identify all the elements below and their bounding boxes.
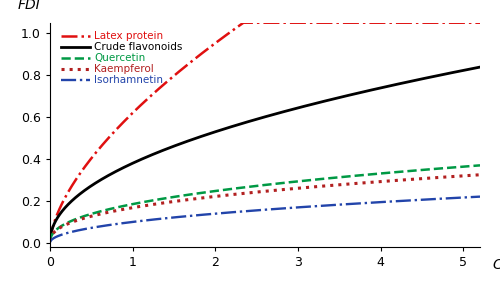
Isorhamnetin bbox=[422, 198, 428, 201]
Crude flavonoids bbox=[122, 165, 128, 169]
Line: Latex protein: Latex protein bbox=[50, 23, 480, 241]
Quercetin bbox=[122, 204, 128, 207]
Crude flavonoids bbox=[422, 76, 428, 80]
Line: Kaempferol: Kaempferol bbox=[50, 175, 480, 241]
Latex protein bbox=[240, 21, 246, 24]
Latex protein bbox=[212, 42, 218, 45]
Quercetin bbox=[96, 210, 102, 213]
Quercetin bbox=[477, 164, 483, 167]
Kaempferol bbox=[122, 207, 128, 211]
Crude flavonoids bbox=[96, 179, 102, 183]
Isorhamnetin bbox=[96, 225, 102, 228]
Quercetin bbox=[468, 164, 474, 168]
Latex protein bbox=[477, 21, 483, 24]
Line: Crude flavonoids: Crude flavonoids bbox=[50, 67, 480, 240]
Kaempferol bbox=[212, 195, 218, 198]
Quercetin bbox=[422, 168, 428, 171]
Kaempferol bbox=[47, 239, 53, 242]
Isorhamnetin bbox=[212, 212, 218, 215]
Isorhamnetin bbox=[122, 221, 128, 225]
Latex protein bbox=[122, 119, 128, 123]
Crude flavonoids bbox=[477, 65, 483, 69]
Kaempferol bbox=[477, 173, 483, 176]
Kaempferol bbox=[96, 213, 102, 216]
Kaempferol bbox=[422, 177, 428, 180]
Line: Quercetin: Quercetin bbox=[50, 165, 480, 241]
Crude flavonoids bbox=[230, 124, 236, 128]
Legend: Latex protein, Crude flavonoids, Quercetin, Kaempferol, Isorhamnetin: Latex protein, Crude flavonoids, Quercet… bbox=[60, 30, 184, 86]
Isorhamnetin bbox=[230, 210, 236, 214]
Latex protein bbox=[230, 28, 236, 32]
Crude flavonoids bbox=[212, 130, 218, 133]
Line: Isorhamnetin: Isorhamnetin bbox=[50, 197, 480, 242]
Y-axis label: FDI: FDI bbox=[17, 0, 40, 11]
Quercetin bbox=[212, 189, 218, 193]
Isorhamnetin bbox=[468, 195, 474, 199]
Latex protein bbox=[422, 21, 428, 24]
Latex protein bbox=[47, 239, 53, 243]
Quercetin bbox=[230, 187, 236, 190]
Crude flavonoids bbox=[47, 238, 53, 242]
Latex protein bbox=[468, 21, 474, 24]
Kaempferol bbox=[230, 193, 236, 196]
Crude flavonoids bbox=[468, 67, 474, 70]
X-axis label: C: C bbox=[492, 258, 500, 272]
Latex protein bbox=[96, 147, 102, 151]
Isorhamnetin bbox=[477, 195, 483, 198]
Kaempferol bbox=[468, 174, 474, 177]
Isorhamnetin bbox=[47, 241, 53, 244]
Quercetin bbox=[47, 239, 53, 243]
